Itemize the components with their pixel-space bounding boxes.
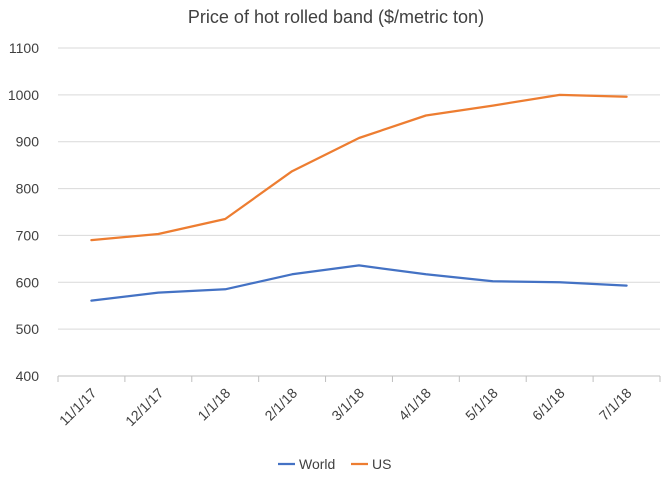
- y-tick-label-700: 700: [16, 227, 40, 243]
- y-tick-label-1100: 1100: [9, 40, 39, 56]
- x-tick-label-12/1/17: 12/1/17: [122, 385, 166, 429]
- x-tick-label-5/1/18: 5/1/18: [462, 385, 501, 424]
- x-tick-label-1/1/18: 1/1/18: [194, 385, 233, 424]
- line-chart: Price of hot rolled band ($/metric ton) …: [0, 0, 672, 483]
- x-tick-label-6/1/18: 6/1/18: [529, 385, 568, 424]
- legend: World US: [278, 456, 391, 472]
- series-line-us: [91, 95, 626, 240]
- y-tick-label-1000: 1000: [8, 87, 39, 103]
- axes: 400 500 600 700 800 900 1000 1100 11/1/17 12/1/17…: [8, 40, 660, 429]
- x-tick-label-4/1/18: 4/1/18: [395, 385, 434, 424]
- series-line-world: [91, 265, 626, 300]
- y-tick-label-500: 500: [16, 321, 40, 337]
- y-tick-label-800: 800: [16, 181, 40, 197]
- chart-title: Price of hot rolled band ($/metric ton): [188, 7, 484, 27]
- y-tick-label-600: 600: [16, 274, 40, 290]
- gridlines: [58, 48, 660, 329]
- x-tick-label-3/1/18: 3/1/18: [328, 385, 367, 424]
- legend-label-world: World: [299, 456, 335, 472]
- x-tick-label-7/1/18: 7/1/18: [596, 385, 635, 424]
- legend-label-us: US: [372, 456, 391, 472]
- y-tick-label-400: 400: [16, 368, 40, 384]
- chart-container: Price of hot rolled band ($/metric ton) …: [0, 0, 672, 483]
- x-tick-label-11/1/17: 11/1/17: [56, 385, 100, 429]
- y-tick-label-900: 900: [16, 134, 40, 150]
- series-lines: [91, 95, 626, 301]
- x-tick-label-2/1/18: 2/1/18: [261, 385, 300, 424]
